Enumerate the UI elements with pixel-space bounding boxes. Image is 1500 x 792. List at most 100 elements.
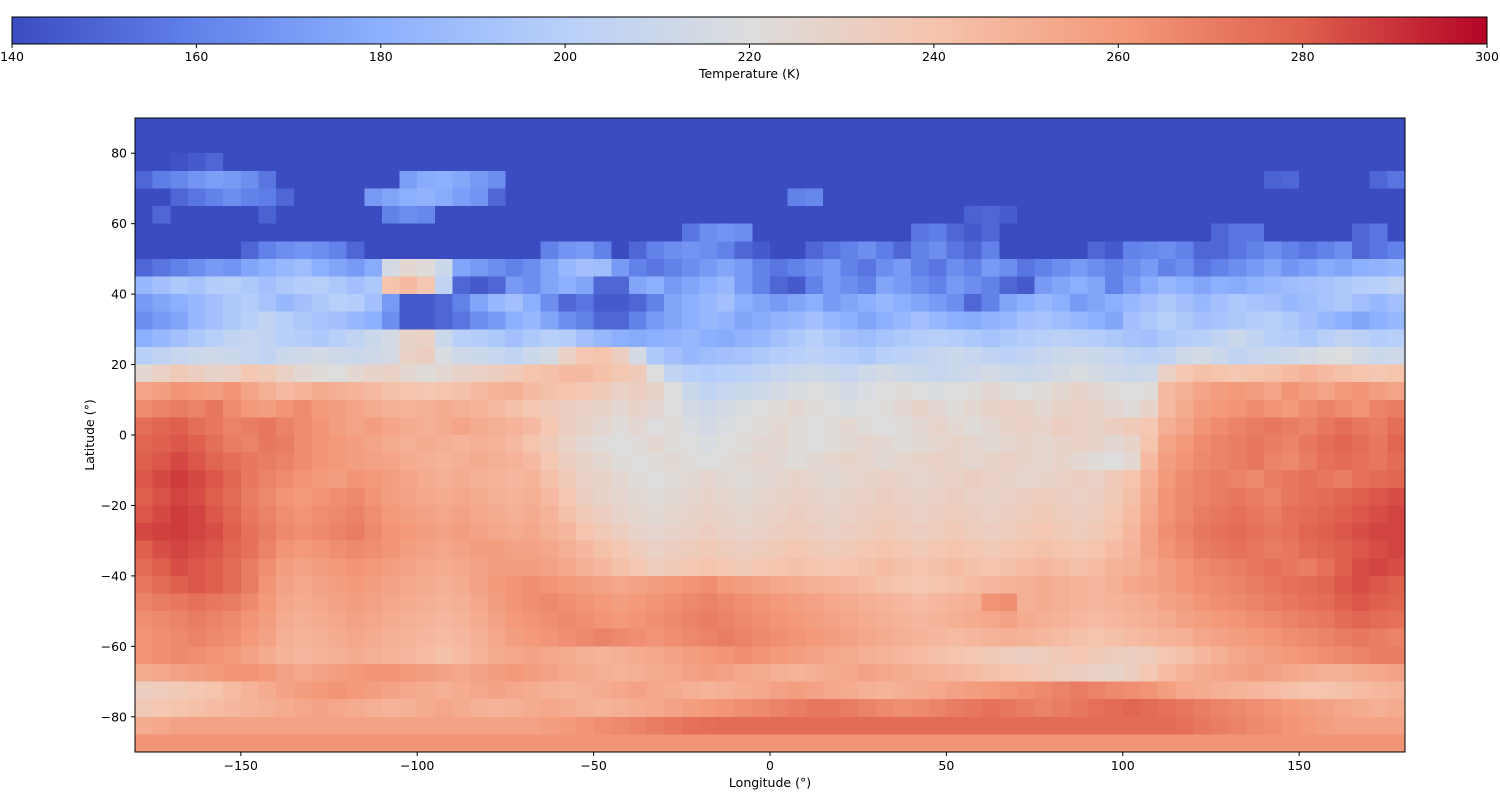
heatmap-cell [840, 663, 859, 683]
heatmap-cell [1193, 611, 1212, 630]
heatmap-cell [1122, 558, 1142, 577]
heatmap-cell [1334, 206, 1353, 225]
heatmap-cell [1352, 311, 1371, 330]
heatmap-cell [893, 153, 912, 172]
heatmap-cell [628, 364, 648, 383]
heatmap-cell [1140, 734, 1159, 753]
heatmap-cell [364, 206, 383, 225]
heatmap-cell [1228, 734, 1247, 753]
heatmap-cell [1369, 346, 1388, 366]
heatmap-cell [434, 487, 454, 507]
heatmap-cell [1246, 734, 1265, 753]
heatmap-cell [928, 575, 947, 595]
heatmap-cell [646, 505, 665, 524]
heatmap-cell [1299, 153, 1318, 172]
heatmap-cell [1352, 206, 1371, 225]
heatmap-cell [1140, 223, 1159, 242]
heatmap-cell [1193, 364, 1212, 383]
heatmap-cell [681, 364, 701, 383]
heatmap-cell [999, 153, 1018, 172]
heatmap-cell [964, 276, 983, 295]
heatmap-cell [681, 470, 701, 489]
heatmap-cell [893, 734, 912, 753]
heatmap-cell [152, 505, 171, 524]
heatmap-cell [381, 628, 401, 647]
heatmap-cell [381, 575, 401, 595]
heatmap-cell [558, 681, 577, 700]
heatmap-cell [699, 435, 718, 454]
heatmap-cell [664, 435, 683, 454]
heatmap-cell [822, 382, 842, 401]
heatmap-cell [1316, 206, 1336, 225]
heatmap-cell [1069, 364, 1089, 383]
heatmap-cell [664, 118, 683, 137]
heatmap-cell [787, 734, 806, 753]
heatmap-cell [505, 311, 524, 330]
heatmap-cell [1228, 188, 1247, 207]
heatmap-cell [1352, 135, 1371, 154]
heatmap-cell [575, 646, 595, 665]
heatmap-cell [981, 135, 1000, 154]
heatmap-cell [1069, 382, 1089, 401]
heatmap-cell [1334, 170, 1353, 190]
heatmap-cell [628, 663, 648, 683]
heatmap-cell [893, 575, 912, 595]
heatmap-cell [523, 311, 542, 330]
heatmap-cell [840, 470, 859, 489]
heatmap-cell [717, 364, 736, 383]
heatmap-cell [911, 523, 930, 542]
heatmap-cell [558, 241, 577, 260]
heatmap-cell [1246, 382, 1265, 401]
heatmap-cell [964, 487, 983, 507]
heatmap-cell [1034, 346, 1053, 366]
heatmap-cell [152, 153, 171, 172]
heatmap-cell [293, 276, 312, 295]
heatmap-cell [1105, 452, 1124, 471]
heatmap-cell [540, 663, 559, 683]
heatmap-cell [240, 311, 260, 330]
heatmap-cell [1122, 628, 1142, 647]
heatmap-cell [505, 364, 524, 383]
heatmap-cell [523, 663, 542, 683]
heatmap-cell [1175, 417, 1194, 436]
heatmap-cell [1034, 170, 1053, 190]
heatmap-cell [858, 276, 877, 295]
heatmap-cell [258, 435, 277, 454]
heatmap-cell [858, 505, 877, 524]
heatmap-cell [805, 118, 824, 137]
heatmap-cell [875, 487, 895, 507]
heatmap-cell [1069, 276, 1089, 295]
heatmap-cell [1228, 399, 1247, 418]
heatmap-cell [240, 241, 260, 260]
heatmap-cell [1352, 435, 1371, 454]
heatmap-cell [1210, 646, 1230, 665]
heatmap-cell [575, 628, 595, 647]
heatmap-cell [205, 206, 224, 225]
heatmap-cell [1087, 663, 1106, 683]
heatmap-cell [752, 646, 771, 665]
heatmap-cell [893, 681, 912, 700]
heatmap-cell [840, 681, 859, 700]
heatmap-cell [805, 505, 824, 524]
heatmap-cell [205, 699, 224, 718]
heatmap-cell [399, 734, 418, 753]
heatmap-cell [346, 346, 365, 366]
heatmap-cell [1387, 364, 1406, 383]
heatmap-cell [1334, 329, 1353, 348]
heatmap-cell [822, 593, 842, 612]
heatmap-cell [240, 663, 260, 683]
heatmap-cell [928, 188, 947, 207]
x-tick-label: 0 [766, 758, 774, 773]
heatmap-cell [628, 223, 648, 242]
heatmap-cell [1158, 699, 1177, 718]
heatmap-cell [1158, 118, 1177, 137]
heatmap-cell [858, 170, 877, 190]
heatmap-cell [1193, 575, 1212, 595]
heatmap-cell [858, 135, 877, 154]
heatmap-cell [664, 699, 683, 718]
heatmap-cell [822, 311, 842, 330]
heatmap-cell [170, 734, 189, 753]
heatmap-cell [1281, 118, 1300, 137]
heatmap-cell [1228, 470, 1247, 489]
heatmap-cell [1158, 188, 1177, 207]
